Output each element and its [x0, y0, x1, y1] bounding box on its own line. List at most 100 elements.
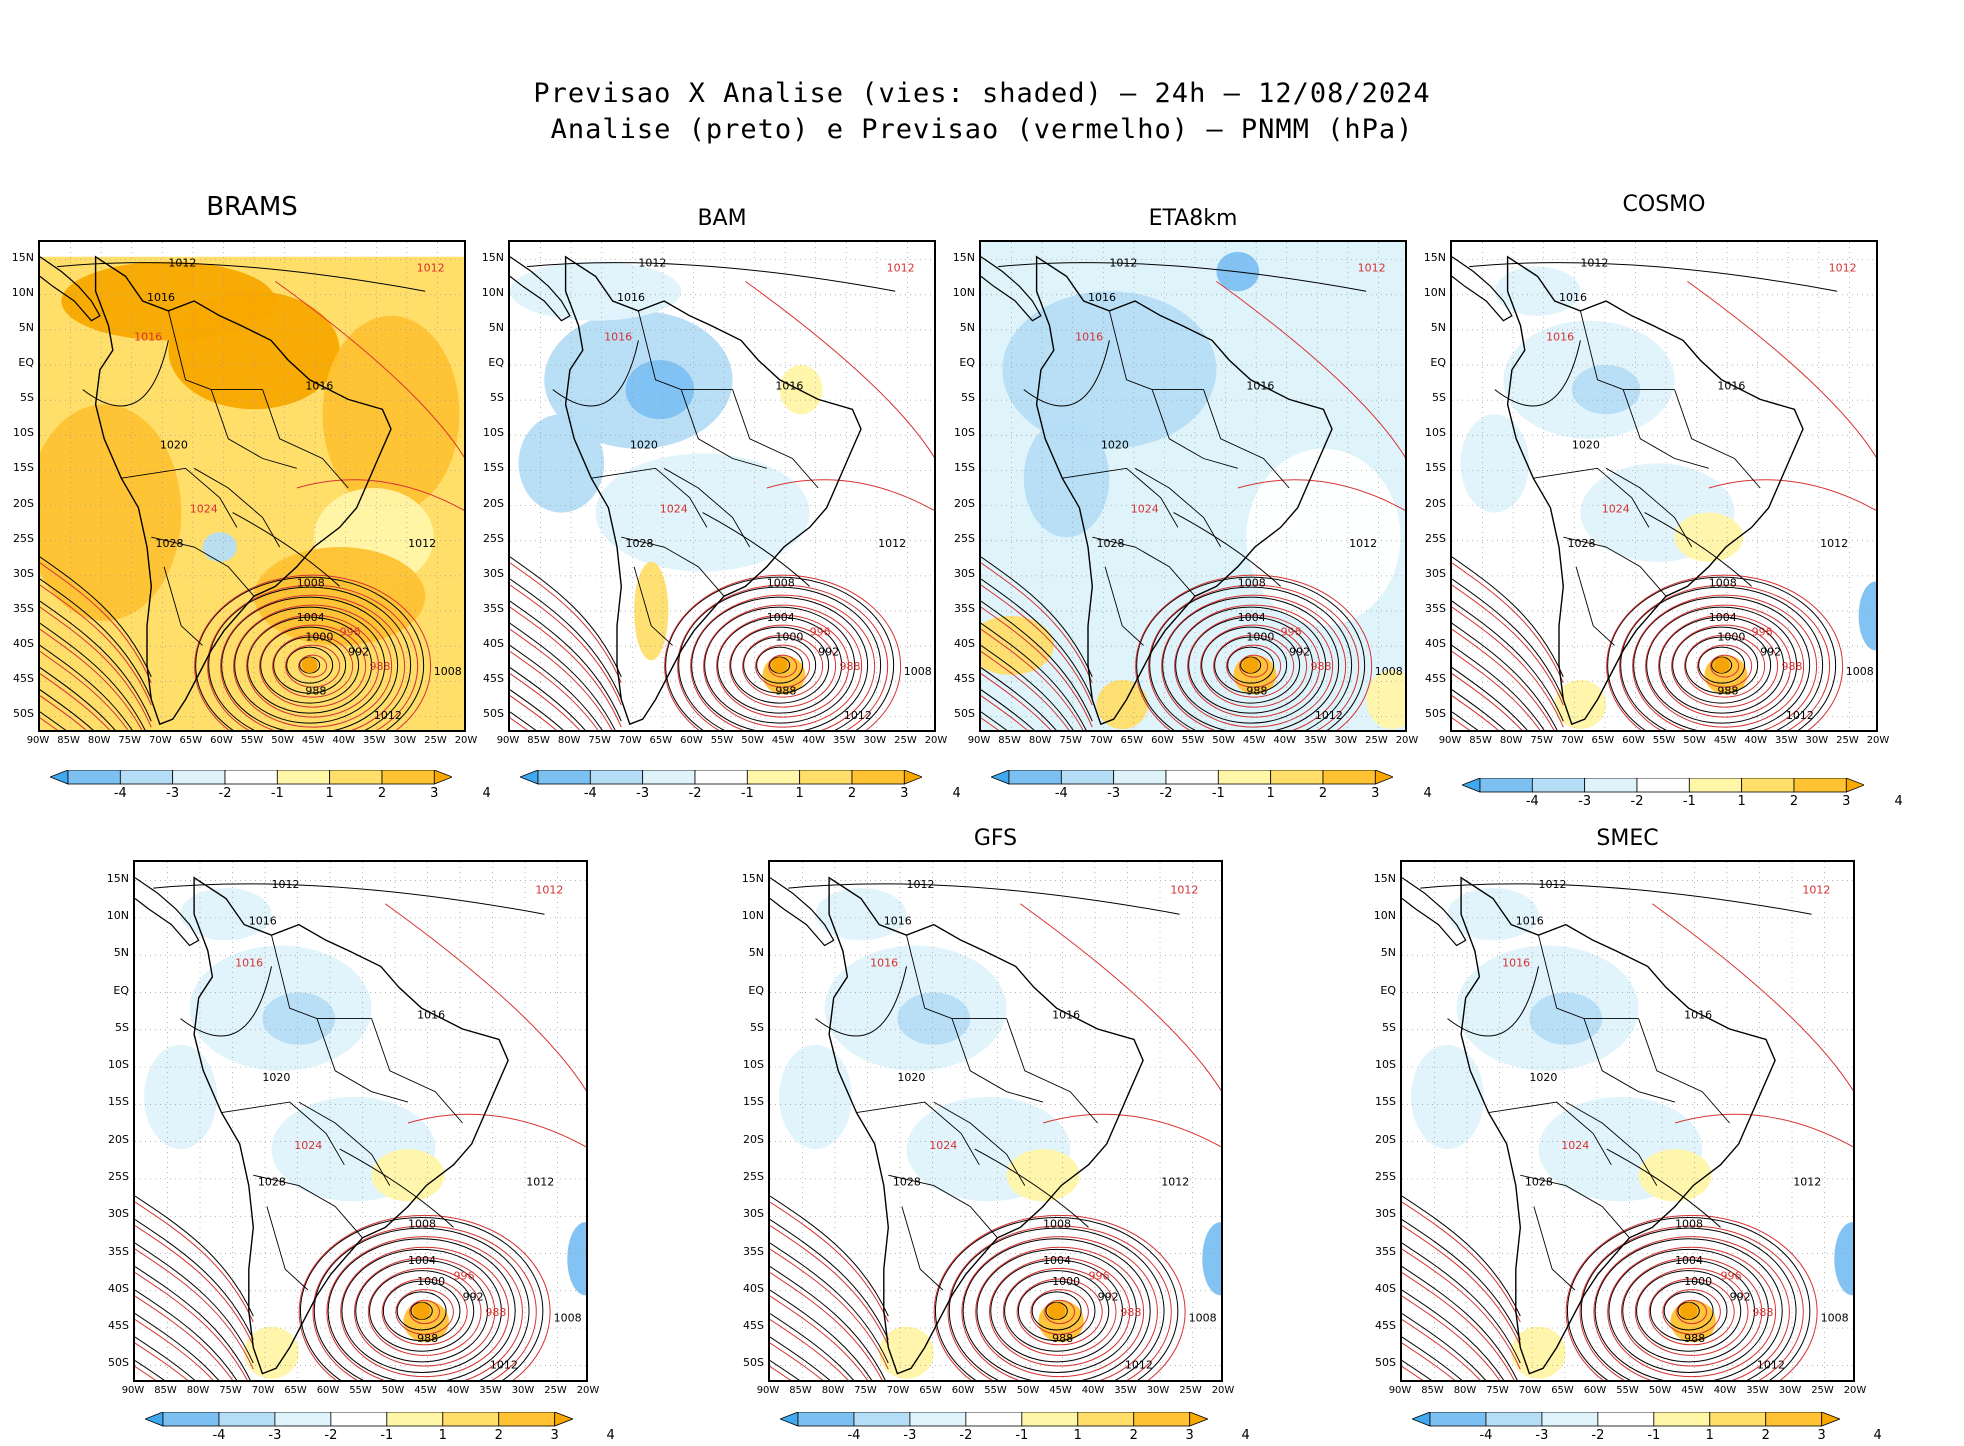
- analysis-isobar-label: 1012: [844, 709, 872, 722]
- analysis-isobar: [1402, 1336, 1463, 1380]
- analysis-isobar: [981, 622, 1087, 730]
- latitude-tick-label: 40S: [1425, 637, 1446, 651]
- forecast-isobar: [1710, 654, 1740, 678]
- bias-shading-region: [1023, 419, 1110, 538]
- latitude-tick-label: 10N: [952, 285, 975, 299]
- forecast-isobar: [1676, 1299, 1708, 1325]
- analysis-isobar: [962, 1238, 1151, 1380]
- latitude-tick-label: 10S: [108, 1058, 129, 1072]
- analysis-isobar-label: 1004: [408, 1254, 436, 1267]
- bias-shading-region: [1002, 291, 1217, 449]
- analysis-isobar: [1663, 1291, 1714, 1331]
- forecast-isobar-label: 996: [340, 626, 361, 639]
- analysis-isobar-label: 992: [348, 645, 369, 658]
- analysis-isobar-label: 1008: [767, 576, 795, 589]
- panel-title: SMEC: [1596, 826, 1659, 851]
- analysis-isobar: [40, 622, 146, 730]
- forecast-isobar-label: 988: [485, 1306, 506, 1319]
- panel-bam: BAM 1012 1012 1016 1016 1016 1020 1024 1028 1008 1…: [482, 206, 961, 801]
- analysis-isobar: [135, 1313, 220, 1380]
- longitude-tick-label: 70W: [886, 1385, 910, 1396]
- longitude-tick-label: 25W: [1179, 1385, 1202, 1396]
- longitude-tick-label: 20W: [1866, 735, 1890, 746]
- forecast-isobar: [742, 634, 824, 698]
- forecast-isobar: [1697, 644, 1753, 688]
- analysis-isobar-label: 1016: [305, 380, 333, 393]
- forecast-isobar: [312, 1225, 537, 1380]
- forecast-isobar: [510, 628, 613, 730]
- analysis-isobar-label: 1016: [1052, 1009, 1080, 1022]
- country-border: [1104, 566, 1144, 646]
- longitude-tick-label: 70W: [251, 1385, 275, 1396]
- colorbar-extend-high: [433, 770, 453, 785]
- colorbar-segment: [1653, 1412, 1711, 1427]
- bias-shading-region: [1202, 1222, 1221, 1296]
- colorbar-segment: [1636, 778, 1690, 793]
- latitude-tick-label: 5S: [750, 1020, 764, 1034]
- map-plot: 1012 1012 1016 1016 1016 1020 1024 1028 1008 1004…: [1400, 860, 1855, 1382]
- south-america-coastline: [1506, 255, 1804, 726]
- colorbar-segment: [330, 1412, 388, 1427]
- longitude-tick-label: 50W: [741, 735, 764, 746]
- lat-lon-grid: [770, 862, 1221, 1380]
- forecast-isobar-label: 1012: [535, 883, 563, 896]
- colorbar-segment: [1597, 1412, 1655, 1427]
- analysis-isobar-label: 1012: [878, 537, 906, 550]
- map-plot: 1012 1012 1016 1016 1016 1020 1024 1028 1008 1004…: [1450, 240, 1878, 732]
- longitude-tick-label: 75W: [588, 735, 612, 746]
- forecast-isobar: [275, 280, 464, 458]
- forecast-isobar: [1239, 654, 1269, 678]
- colorbar-extend-low: [145, 1412, 164, 1427]
- colorbar-extend-high: [1374, 770, 1394, 785]
- colorbar-tick-label: 2: [377, 786, 387, 801]
- latitude-tick-label: 30S: [1425, 566, 1446, 580]
- forecast-isobar-label: 1016: [1075, 330, 1103, 343]
- analysis-isobar: [1620, 586, 1824, 730]
- latitude-tick-label: 45S: [1375, 1319, 1396, 1333]
- analysis-isobar: [396, 1291, 447, 1331]
- longitude-tick-label: 65W: [649, 735, 673, 746]
- forecast-isobar-label: 1012: [417, 262, 445, 275]
- colorbar-segment: [1541, 1412, 1599, 1427]
- forecast-isobar: [510, 695, 557, 730]
- analysis-isobar-label: 1012: [1349, 537, 1377, 550]
- analysis-isobar-label: 1020: [630, 439, 658, 452]
- forecast-isobar: [395, 1289, 454, 1335]
- analysis-isobar-label: 1016: [417, 1009, 445, 1022]
- longitude-tick-label: 85W: [1469, 735, 1492, 746]
- colorbar-segment: [224, 770, 278, 785]
- longitude-tick-label: 80W: [1499, 735, 1523, 746]
- analysis-isobar: [355, 1259, 489, 1363]
- country-border: [1062, 467, 1179, 528]
- latitude-tick-label: 15S: [743, 1095, 764, 1109]
- colorbar-segment: [442, 1412, 500, 1427]
- longitude-tick-label: 65W: [1591, 735, 1615, 746]
- low-pressure-center: [1048, 1302, 1066, 1320]
- latitude-tick-label: EQ: [18, 356, 34, 369]
- analysis-isobar: [665, 576, 895, 730]
- country-border: [933, 1101, 1026, 1186]
- forecast-isobar: [1452, 628, 1555, 730]
- latitude-tick-label: 20S: [1425, 496, 1446, 510]
- latitude-tick-label: 15S: [13, 461, 34, 475]
- isobar-contours: [981, 262, 1405, 730]
- analysis-isobar: [678, 586, 882, 730]
- analysis-isobar-label: 1008: [1709, 576, 1737, 589]
- forecast-isobar: [1662, 1289, 1721, 1335]
- longitude-tick-label: 75W: [1059, 735, 1083, 746]
- analysis-isobar: [221, 596, 399, 730]
- forecast-isobar-label: 1016: [604, 330, 632, 343]
- analysis-isobar-label: 1016: [1088, 291, 1116, 304]
- analysis-isobar: [1646, 606, 1798, 724]
- longitude-tick-label: 45W: [414, 1385, 437, 1396]
- latitude-tick-label: 45S: [108, 1319, 129, 1333]
- analysis-isobar: [1469, 262, 1838, 292]
- colorbar-segment: [537, 770, 591, 785]
- forecast-isobar-label: 1016: [1502, 956, 1530, 969]
- longitude-tick-label: 70W: [1089, 735, 1113, 746]
- longitude-tick-label: 65W: [284, 1385, 307, 1396]
- country-border: [1583, 1018, 1676, 1103]
- analysis-isobar: [815, 966, 907, 1037]
- analysis-isobar-label: 1012: [374, 709, 402, 722]
- longitude-tick-label: 45W: [1713, 735, 1737, 746]
